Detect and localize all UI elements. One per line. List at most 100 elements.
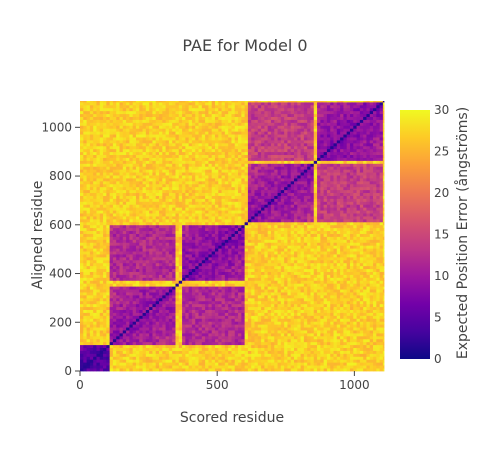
heatmap-cell xyxy=(86,271,91,275)
heatmap-cell xyxy=(356,236,361,240)
heatmap-cell xyxy=(214,321,219,325)
heatmap-cell xyxy=(201,213,206,217)
heatmap-cell xyxy=(294,347,298,351)
heatmap-cell xyxy=(208,283,213,287)
heatmap-cell xyxy=(270,213,275,217)
heatmap-cell xyxy=(234,227,239,232)
heatmap-cell xyxy=(99,327,104,331)
heatmap-cell xyxy=(178,330,183,334)
heatmap-cell xyxy=(340,221,344,226)
heatmap-cell xyxy=(287,338,292,343)
heatmap-cell xyxy=(116,359,120,363)
heatmap-cell xyxy=(119,327,124,331)
heatmap-cell xyxy=(149,262,153,267)
heatmap-cell xyxy=(267,218,272,223)
heatmap-cell xyxy=(349,309,354,313)
heatmap-cell xyxy=(320,254,325,258)
heatmap-cell xyxy=(379,341,384,346)
heatmap-cell xyxy=(152,233,157,237)
heatmap-cell xyxy=(89,330,94,334)
heatmap-cell xyxy=(310,292,315,296)
heatmap-cell xyxy=(106,233,111,237)
heatmap-cell xyxy=(126,359,130,363)
heatmap-cell xyxy=(122,259,127,264)
heatmap-cell xyxy=(234,251,239,255)
heatmap-cell xyxy=(231,256,236,261)
heatmap-cell xyxy=(310,365,315,369)
heatmap-cell xyxy=(93,265,97,270)
heatmap-cell xyxy=(132,350,137,354)
heatmap-cell xyxy=(99,368,104,372)
heatmap-cell xyxy=(303,303,308,308)
heatmap-cell xyxy=(168,347,173,351)
heatmap-cell xyxy=(168,213,173,217)
heatmap-cell xyxy=(145,245,150,249)
heatmap-cell xyxy=(119,227,124,232)
heatmap-cell xyxy=(165,280,170,284)
heatmap-cell xyxy=(280,359,285,363)
heatmap-cell xyxy=(267,297,272,302)
heatmap-cell xyxy=(244,218,249,223)
heatmap-cell xyxy=(152,335,157,340)
heatmap-cell xyxy=(224,283,229,287)
heatmap-cell xyxy=(353,230,357,234)
heatmap-cell xyxy=(340,315,344,319)
heatmap-cell xyxy=(211,353,216,357)
heatmap-cell xyxy=(349,262,354,267)
heatmap-cell xyxy=(382,233,385,237)
heatmap-cell xyxy=(356,353,361,357)
heatmap-cell xyxy=(359,365,364,369)
heatmap-cell xyxy=(359,274,364,278)
heatmap-cell xyxy=(323,338,328,343)
heatmap-cell xyxy=(323,368,328,372)
heatmap-cell xyxy=(142,271,147,275)
heatmap-cell xyxy=(261,271,265,275)
heatmap-cell xyxy=(369,289,374,293)
heatmap-cell xyxy=(261,286,265,290)
heatmap-cell xyxy=(99,297,104,302)
heatmap-cell xyxy=(149,347,153,351)
heatmap-cell xyxy=(277,362,282,366)
heatmap-cell xyxy=(149,350,153,354)
heatmap-cell xyxy=(231,327,236,331)
heatmap-cell xyxy=(214,353,219,357)
heatmap-cell xyxy=(363,280,367,284)
heatmap-cell xyxy=(162,289,167,293)
heatmap-cell xyxy=(112,289,117,293)
heatmap-cell xyxy=(175,268,180,272)
heatmap-cell xyxy=(294,294,298,299)
heatmap-cell xyxy=(346,268,351,272)
heatmap-cell xyxy=(221,315,226,319)
heatmap-cell xyxy=(175,254,180,258)
heatmap-cell xyxy=(168,221,173,226)
heatmap-cell xyxy=(231,251,236,255)
heatmap-cell xyxy=(333,289,338,293)
heatmap-cell xyxy=(366,332,371,337)
heatmap-cell xyxy=(290,289,295,293)
heatmap-cell xyxy=(333,233,338,237)
heatmap-cell xyxy=(191,338,196,343)
heatmap-cell xyxy=(340,259,344,264)
heatmap-cell xyxy=(172,218,176,223)
heatmap-cell xyxy=(307,362,311,366)
heatmap-cell xyxy=(106,315,111,319)
heatmap-cell xyxy=(234,324,239,328)
heatmap-cell xyxy=(182,289,186,293)
heatmap-cell xyxy=(257,289,262,293)
heatmap-cell xyxy=(126,268,130,272)
heatmap-cell xyxy=(244,324,249,328)
heatmap-cell xyxy=(274,324,278,328)
heatmap-cell xyxy=(251,341,255,346)
heatmap-cell xyxy=(172,344,176,349)
heatmap-cell xyxy=(188,233,193,237)
heatmap-cell xyxy=(254,286,259,290)
heatmap-cell xyxy=(165,239,170,243)
heatmap-cell xyxy=(356,271,361,275)
heatmap-cell xyxy=(376,230,381,234)
heatmap-cell xyxy=(320,277,325,281)
heatmap-cell xyxy=(294,306,298,310)
heatmap-cell xyxy=(185,309,190,313)
heatmap-cell xyxy=(363,274,367,278)
heatmap-cell xyxy=(379,256,384,261)
heatmap-cell xyxy=(254,256,259,261)
